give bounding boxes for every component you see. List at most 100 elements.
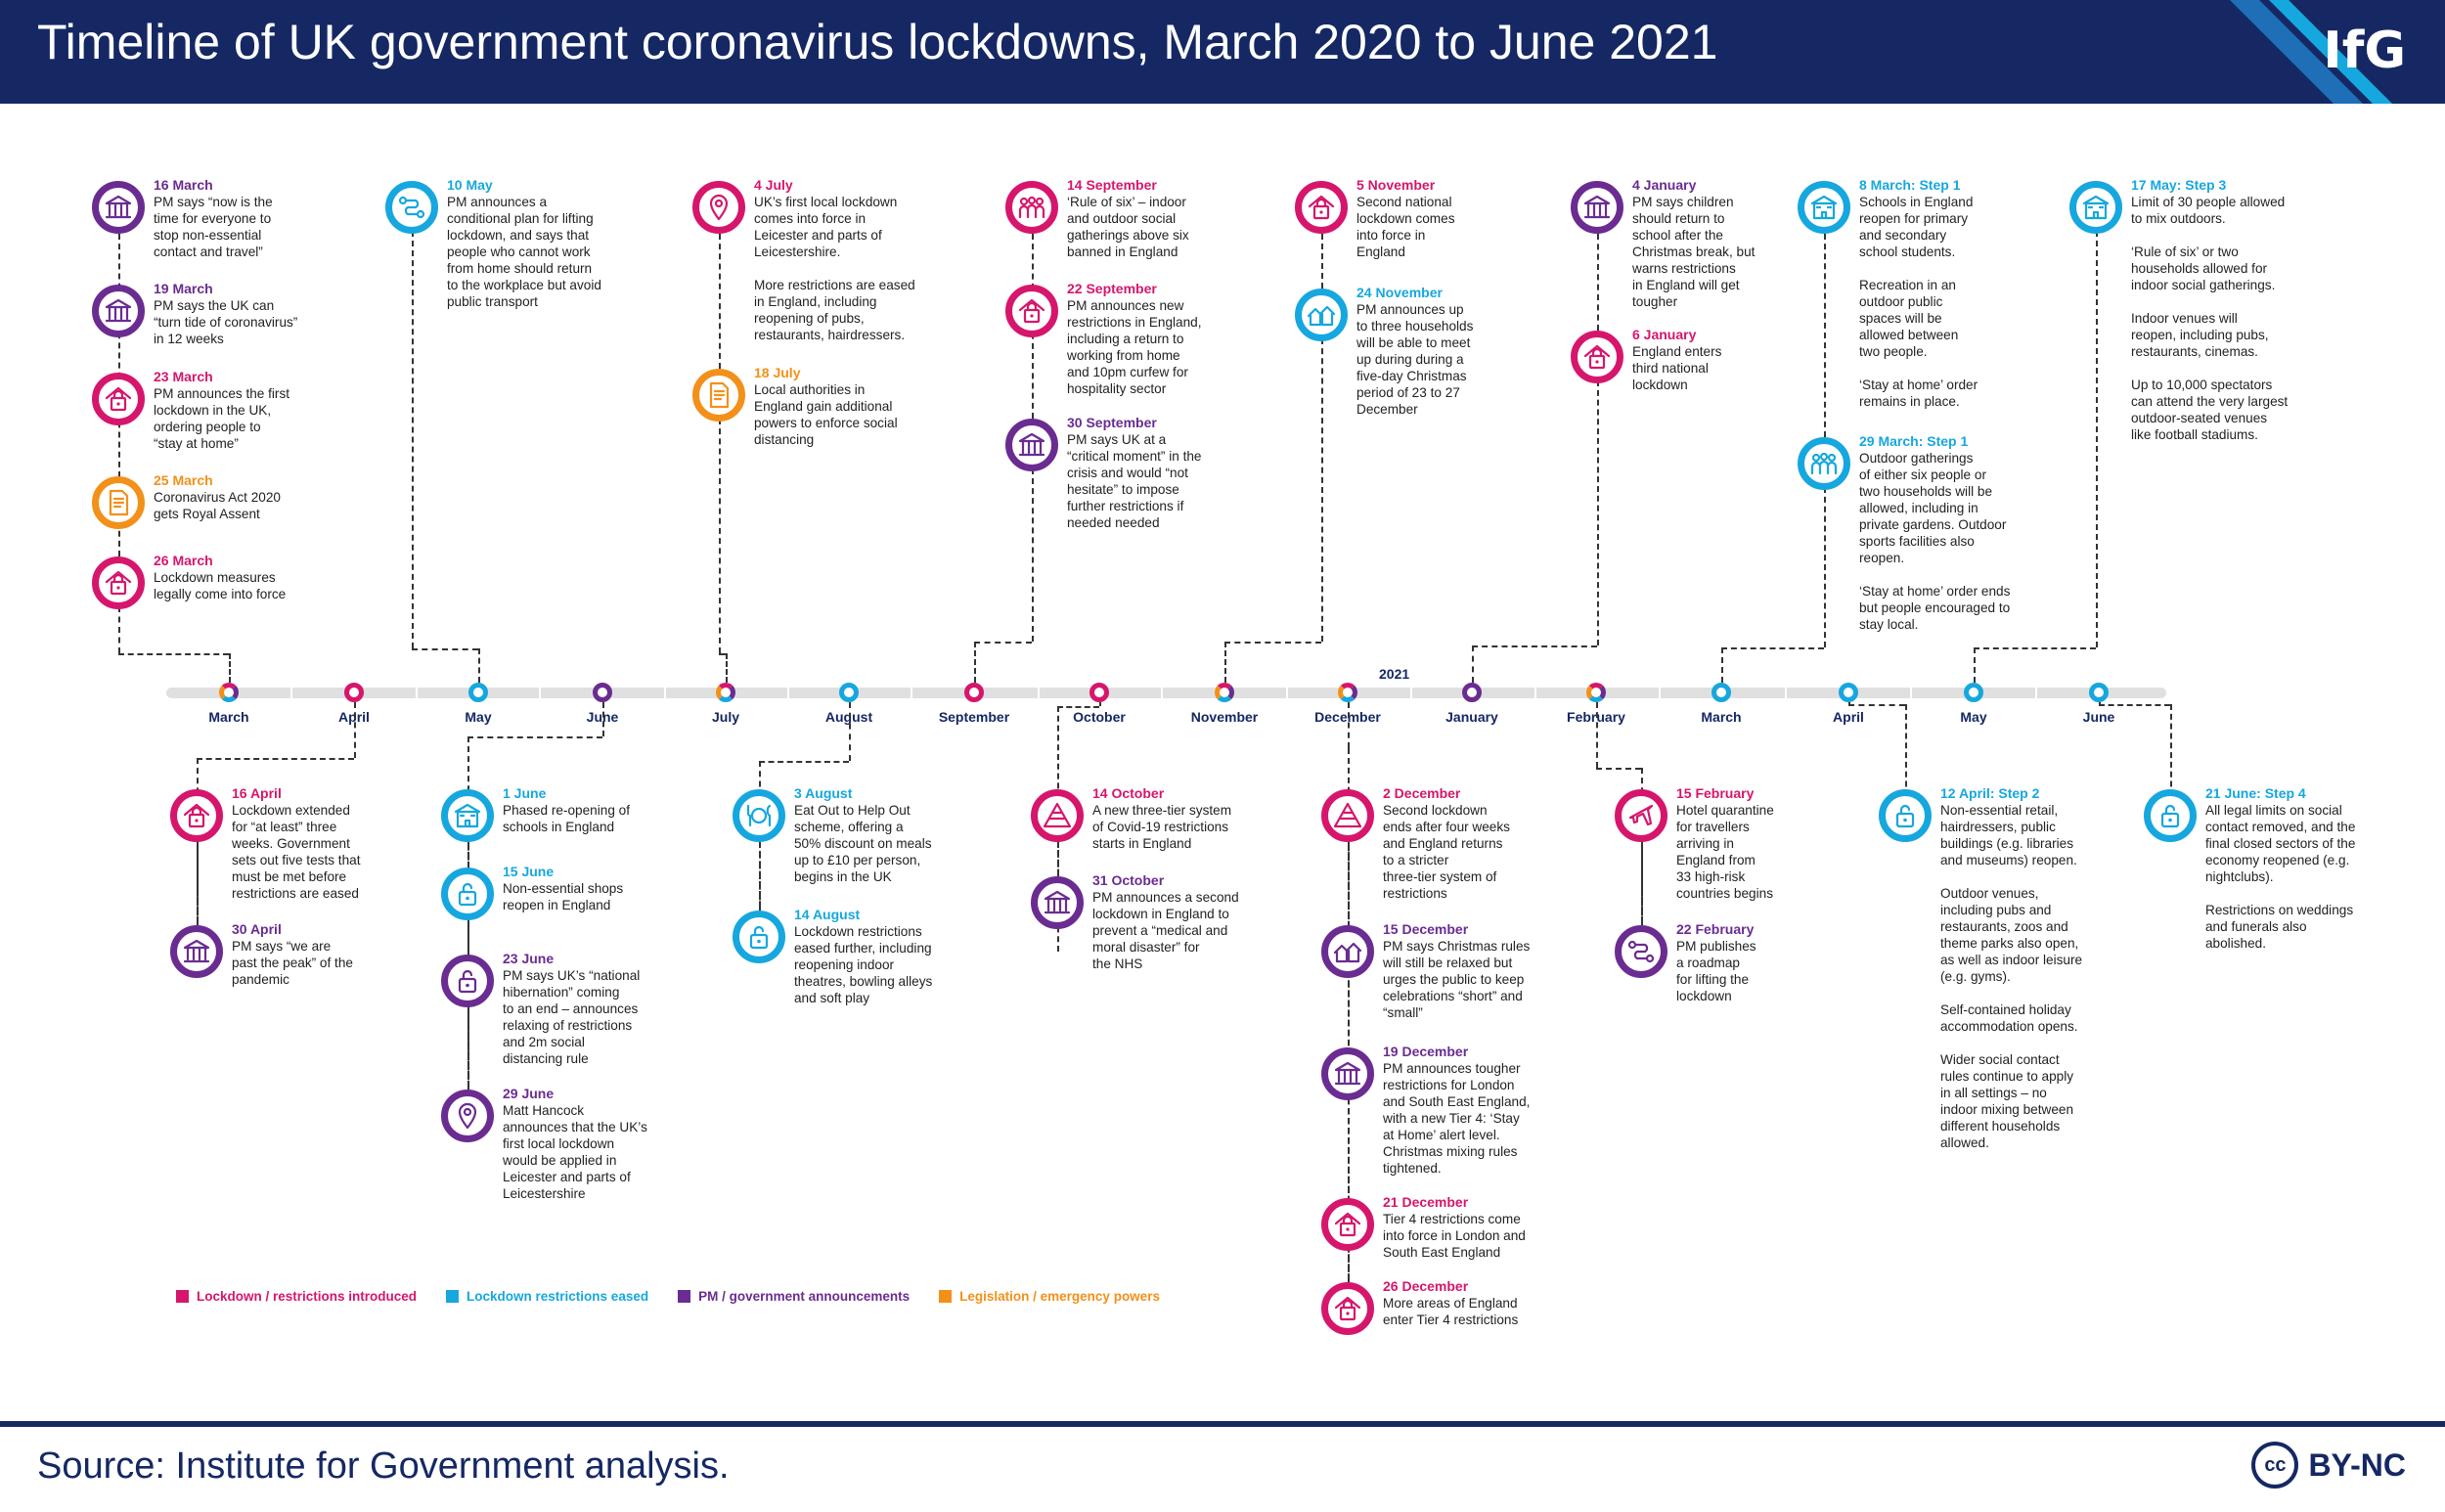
month-label: April	[1833, 709, 1864, 725]
event-date: 8 March: Step 1	[1859, 177, 1961, 193]
lock-house-icon	[1321, 1282, 1374, 1335]
connector-line	[354, 702, 356, 758]
connector-line	[719, 234, 721, 369]
connector-line	[1321, 338, 1323, 642]
legend-item-pm: PM / government announcements	[678, 1289, 910, 1304]
legend-item-legislation: Legislation / emergency powers	[939, 1289, 1160, 1304]
connector-line	[467, 736, 602, 738]
connector-line	[1597, 380, 1599, 645]
month-label: February	[1567, 709, 1625, 725]
unlock-icon	[733, 911, 785, 963]
government-icon	[1571, 181, 1623, 234]
event-date: 21 June: Step 4	[2205, 785, 2306, 801]
event-description: Lockdown restrictions eased further, inc…	[794, 924, 933, 1005]
connector-line	[974, 642, 976, 683]
month-tick	[344, 683, 364, 702]
month-tick	[2089, 683, 2109, 702]
month-separator	[1038, 682, 1040, 703]
route-icon	[1615, 925, 1667, 978]
event-description: Lockdown measures legally come into forc…	[154, 570, 287, 601]
event-description: A new three-tier system of Covid-19 rest…	[1092, 803, 1232, 851]
connector-line	[2099, 704, 2170, 706]
legend-swatch	[678, 1290, 691, 1303]
event-description: ‘Rule of six’ – indoor and outdoor socia…	[1067, 195, 1189, 259]
connector-line	[2096, 231, 2098, 647]
document-icon	[692, 369, 745, 422]
event-date: 17 May: Step 3	[2131, 177, 2227, 193]
event-date: 26 December	[1383, 1278, 1469, 1294]
connector-line	[1721, 647, 1723, 683]
document-icon	[92, 476, 145, 529]
people-icon	[1005, 181, 1058, 234]
month-tick	[1964, 683, 1983, 702]
month-tick	[1839, 683, 1858, 702]
connector-line	[197, 758, 354, 760]
unlock-icon	[441, 867, 494, 920]
connector-line	[2099, 702, 2101, 704]
event-description: Schools in England reopen for primary an…	[1859, 195, 1978, 409]
month-label: April	[338, 709, 370, 725]
government-icon	[92, 285, 145, 337]
government-icon	[170, 925, 223, 978]
month-tick	[593, 683, 612, 702]
month-label: May	[1960, 709, 1987, 725]
tiers-icon	[1031, 789, 1084, 842]
event-date: 23 March	[154, 369, 213, 384]
connector-line	[974, 642, 1032, 644]
event-description: Hotel quarantine for travellers arriving…	[1676, 803, 1774, 901]
connector-line	[412, 648, 478, 650]
connector-line	[118, 606, 120, 653]
event-description: Tier 4 restrictions come into force in L…	[1383, 1212, 1526, 1260]
event-date: 14 October	[1092, 785, 1165, 801]
month-tick	[1712, 683, 1731, 702]
event-description: PM announces up to three households will…	[1356, 302, 1474, 417]
event-description: England enters third national lockdown	[1632, 344, 1722, 392]
month-tick	[1089, 683, 1109, 702]
government-icon	[92, 181, 145, 234]
month-separator	[664, 682, 666, 703]
connector-line	[412, 231, 414, 648]
legend-label: Lockdown / restrictions introduced	[197, 1289, 418, 1304]
lock-house-icon	[92, 556, 145, 609]
month-tick	[468, 683, 488, 702]
connector-line	[1099, 702, 1101, 706]
event-description: PM says UK at a “critical moment” in the…	[1067, 432, 1202, 530]
connector-line	[759, 761, 849, 763]
month-label: November	[1190, 709, 1259, 725]
government-icon	[1321, 1047, 1374, 1100]
legend-label: Lockdown restrictions eased	[467, 1289, 649, 1304]
event-date: 29 March: Step 1	[1859, 433, 1969, 449]
lock-house-icon	[1295, 181, 1348, 234]
event-description: Non-essential shops reopen in England	[503, 881, 624, 912]
event-date: 24 November	[1356, 285, 1443, 300]
event-date: 16 April	[232, 785, 282, 801]
houses-icon	[1321, 925, 1374, 978]
month-separator	[1910, 682, 1912, 703]
legend-swatch	[446, 1290, 460, 1303]
event-date: 1 June	[503, 785, 547, 801]
plane-icon	[1615, 789, 1667, 842]
legend-label: Legislation / emergency powers	[959, 1289, 1160, 1304]
legend-item-eased: Lockdown restrictions eased	[446, 1289, 648, 1304]
timeline-axis	[166, 688, 2166, 698]
connector-line	[478, 648, 480, 683]
logo-stripes-decoration	[2230, 0, 2392, 104]
month-separator	[1659, 682, 1661, 703]
ifg-logo: IfG	[2323, 22, 2406, 80]
event-description: Phased re-opening of schools in England	[503, 803, 630, 834]
location-icon	[441, 1090, 494, 1142]
event-description: PM announces a second lockdown in Englan…	[1092, 890, 1239, 971]
month-tick	[1462, 683, 1482, 702]
connector-line	[1057, 706, 1099, 708]
month-label: December	[1314, 709, 1381, 725]
lock-house-icon	[92, 373, 145, 425]
lock-house-icon	[1321, 1198, 1374, 1251]
event-date: 16 March	[154, 177, 213, 193]
connector-line	[1905, 704, 1907, 816]
legend: Lockdown / restrictions introduced Lockd…	[176, 1289, 1160, 1304]
connector-line	[1224, 642, 1226, 683]
connector-line	[1824, 487, 1826, 647]
event-date: 22 February	[1676, 921, 1755, 937]
month-separator	[290, 682, 292, 703]
event-date: 4 July	[754, 177, 793, 193]
